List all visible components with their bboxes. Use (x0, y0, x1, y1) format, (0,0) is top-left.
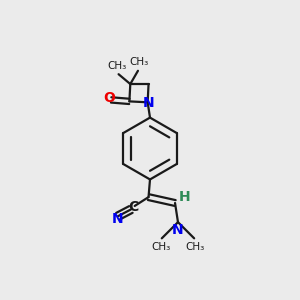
Text: H: H (178, 190, 190, 203)
Text: CH₃: CH₃ (107, 61, 127, 71)
Text: N: N (143, 96, 154, 110)
Text: C: C (128, 200, 138, 214)
Text: N: N (172, 223, 184, 237)
Text: O: O (104, 92, 116, 105)
Text: CH₃: CH₃ (130, 57, 149, 67)
Text: CH₃: CH₃ (152, 242, 171, 253)
Text: CH₃: CH₃ (185, 242, 204, 253)
Text: N: N (112, 212, 123, 226)
